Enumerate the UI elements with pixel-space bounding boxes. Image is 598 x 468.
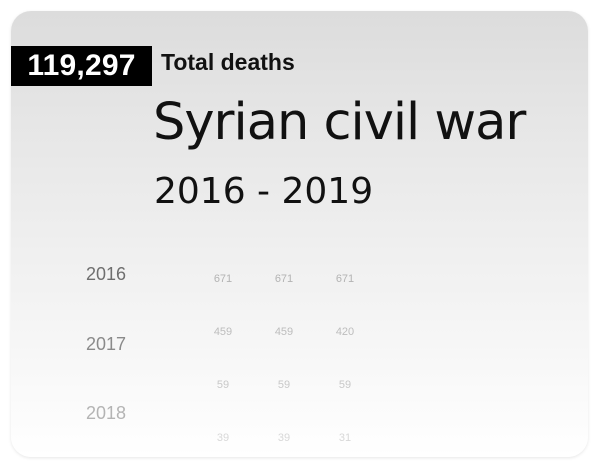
count-cell: 671 [274, 273, 294, 285]
count-cell: 459 [213, 326, 233, 338]
page-title: Syrian civil war [153, 93, 526, 152]
total-deaths-badge: 119,297 [11, 46, 152, 86]
count-cell: 59 [216, 379, 230, 391]
count-cell: 31 [338, 432, 352, 444]
year-label-2018: 2018 [86, 403, 127, 423]
year-label-2016: 2016 [86, 264, 127, 284]
count-cell: 420 [335, 326, 355, 338]
count-cell: 671 [335, 273, 355, 285]
total-deaths-label: Total deaths [161, 49, 295, 75]
count-cell: 59 [277, 379, 291, 391]
count-cell: 59 [338, 379, 352, 391]
count-cell: 39 [216, 432, 230, 444]
count-cell: 671 [213, 273, 233, 285]
year-label-2017: 2017 [86, 334, 127, 354]
count-cell: 459 [274, 326, 294, 338]
count-cell: 39 [277, 432, 291, 444]
page-subtitle: 2016 - 2019 [154, 171, 374, 212]
